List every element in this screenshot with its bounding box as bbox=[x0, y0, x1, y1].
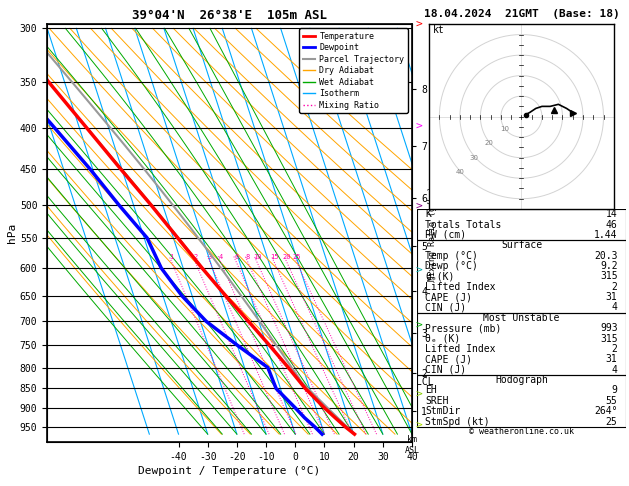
Text: 4: 4 bbox=[218, 254, 223, 260]
Y-axis label: hPa: hPa bbox=[7, 223, 17, 243]
Text: >: > bbox=[415, 201, 422, 211]
Text: 4: 4 bbox=[611, 364, 618, 375]
Text: Hodograph: Hodograph bbox=[495, 375, 548, 385]
Text: km
ASL: km ASL bbox=[404, 435, 420, 455]
Text: 2: 2 bbox=[193, 254, 198, 260]
Text: 31: 31 bbox=[606, 292, 618, 302]
Text: Temp (°C): Temp (°C) bbox=[425, 251, 478, 260]
Legend: Temperature, Dewpoint, Parcel Trajectory, Dry Adiabat, Wet Adiabat, Isotherm, Mi: Temperature, Dewpoint, Parcel Trajectory… bbox=[299, 29, 408, 113]
Text: Mixing Ratio (g/kg): Mixing Ratio (g/kg) bbox=[428, 186, 437, 281]
Text: CIN (J): CIN (J) bbox=[425, 364, 467, 375]
X-axis label: Dewpoint / Temperature (°C): Dewpoint / Temperature (°C) bbox=[138, 466, 321, 476]
Text: Totals Totals: Totals Totals bbox=[425, 220, 502, 229]
Text: kt: kt bbox=[433, 24, 445, 35]
Text: >: > bbox=[415, 19, 422, 29]
Text: >: > bbox=[415, 321, 422, 331]
Text: Surface: Surface bbox=[501, 240, 542, 250]
Text: Most Unstable: Most Unstable bbox=[483, 313, 560, 323]
Text: © weatheronline.co.uk: © weatheronline.co.uk bbox=[469, 427, 574, 436]
Text: 2: 2 bbox=[611, 344, 618, 354]
Text: 264°: 264° bbox=[594, 406, 618, 416]
Text: Lifted Index: Lifted Index bbox=[425, 282, 496, 292]
Text: >: > bbox=[415, 420, 422, 430]
Text: >: > bbox=[415, 122, 422, 132]
Text: 15: 15 bbox=[270, 254, 279, 260]
Text: 55: 55 bbox=[606, 396, 618, 406]
Text: θₑ (K): θₑ (K) bbox=[425, 333, 460, 344]
Text: PW (cm): PW (cm) bbox=[425, 230, 467, 240]
Text: 25: 25 bbox=[606, 417, 618, 427]
Text: 993: 993 bbox=[600, 323, 618, 333]
Text: 20.3: 20.3 bbox=[594, 251, 618, 260]
Text: CAPE (J): CAPE (J) bbox=[425, 354, 472, 364]
Text: 20: 20 bbox=[484, 140, 493, 146]
Text: >: > bbox=[415, 266, 422, 276]
Text: θₑ(K): θₑ(K) bbox=[425, 271, 455, 281]
Text: Pressure (mb): Pressure (mb) bbox=[425, 323, 502, 333]
Text: 10: 10 bbox=[253, 254, 261, 260]
Text: 9: 9 bbox=[611, 385, 618, 396]
Text: 40: 40 bbox=[455, 169, 464, 175]
Text: StmSpd (kt): StmSpd (kt) bbox=[425, 417, 490, 427]
Text: SREH: SREH bbox=[425, 396, 449, 406]
Title: 39°04'N  26°38'E  105m ASL: 39°04'N 26°38'E 105m ASL bbox=[132, 9, 327, 22]
Text: LCL: LCL bbox=[416, 377, 433, 387]
Text: EH: EH bbox=[425, 385, 437, 396]
Text: Lifted Index: Lifted Index bbox=[425, 344, 496, 354]
Text: K: K bbox=[425, 209, 431, 219]
Text: StmDir: StmDir bbox=[425, 406, 460, 416]
Text: 315: 315 bbox=[600, 333, 618, 344]
Text: 6: 6 bbox=[234, 254, 238, 260]
Text: 20: 20 bbox=[282, 254, 291, 260]
Text: CAPE (J): CAPE (J) bbox=[425, 292, 472, 302]
Text: 315: 315 bbox=[600, 271, 618, 281]
Text: CIN (J): CIN (J) bbox=[425, 302, 467, 312]
Text: 30: 30 bbox=[470, 155, 479, 161]
Text: 31: 31 bbox=[606, 354, 618, 364]
Text: 25: 25 bbox=[292, 254, 301, 260]
Text: 8: 8 bbox=[246, 254, 250, 260]
Text: 3: 3 bbox=[208, 254, 212, 260]
Text: 4: 4 bbox=[611, 302, 618, 312]
Text: 18.04.2024  21GMT  (Base: 18): 18.04.2024 21GMT (Base: 18) bbox=[423, 9, 620, 19]
Text: 46: 46 bbox=[606, 220, 618, 229]
Text: 10: 10 bbox=[501, 126, 509, 132]
Text: 1: 1 bbox=[170, 254, 174, 260]
Text: 2: 2 bbox=[611, 282, 618, 292]
Text: Dewp (°C): Dewp (°C) bbox=[425, 261, 478, 271]
Text: 9.2: 9.2 bbox=[600, 261, 618, 271]
Text: 1.44: 1.44 bbox=[594, 230, 618, 240]
Text: >: > bbox=[415, 390, 422, 400]
Text: 14: 14 bbox=[606, 209, 618, 219]
